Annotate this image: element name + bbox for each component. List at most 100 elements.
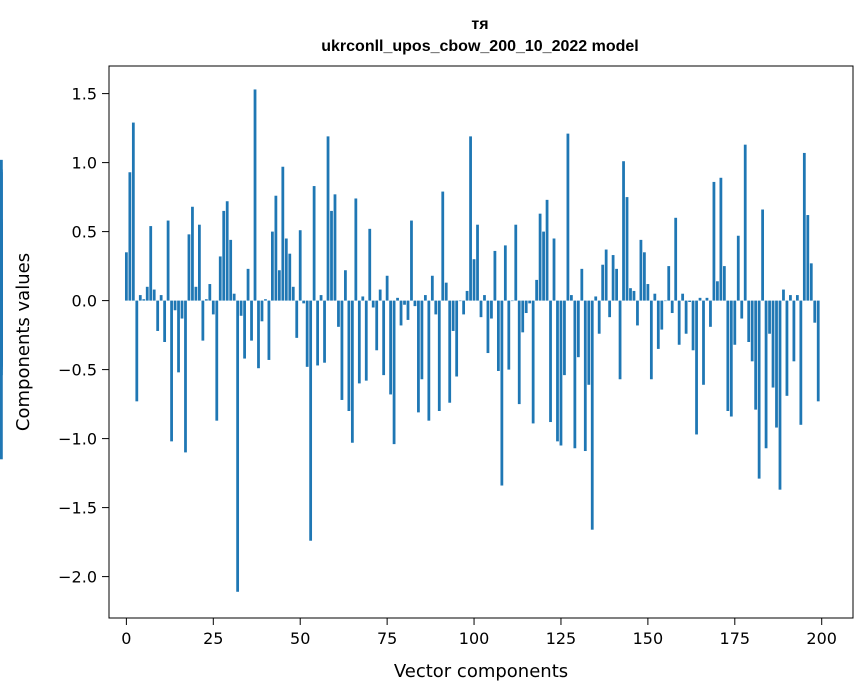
y-tick-label: 1.5 <box>72 85 97 104</box>
bar-101 <box>476 224 479 301</box>
bar-171 <box>719 177 723 301</box>
bar-33 <box>239 300 243 316</box>
bar-158 <box>674 217 678 301</box>
bar-125 <box>559 300 563 446</box>
bar-74 <box>382 300 386 376</box>
bar-49 <box>295 300 299 338</box>
bar-102 <box>479 300 483 318</box>
bar-129 <box>573 300 577 449</box>
bar-114 <box>521 300 525 333</box>
bar-36 <box>250 300 253 341</box>
bar-85 <box>420 300 424 380</box>
bar-47 <box>288 253 292 301</box>
bar-72 <box>375 300 379 351</box>
bar-81 <box>406 300 410 320</box>
bar-21 <box>198 224 201 301</box>
bar-80 <box>403 300 406 305</box>
bar-55 <box>316 300 319 366</box>
bar-5 <box>142 299 146 301</box>
bar-149 <box>643 252 646 301</box>
x-axis-ticks: 0 25 50 75 100 125 150 175 200 <box>121 618 837 648</box>
bar-95 <box>455 300 459 377</box>
bar-58 <box>326 136 330 301</box>
bar-23 <box>204 299 208 301</box>
bar-105 <box>490 300 493 319</box>
bar-141 <box>615 268 618 301</box>
y-axis-ticks: 1.5 1.0 0.5 0.0 −0.5 −1.0 −1.5 −2.0 <box>58 85 109 587</box>
x-tick-label: 150 <box>633 629 664 648</box>
bar-43 <box>274 195 278 301</box>
bar-61 <box>337 300 340 327</box>
bar-187 <box>775 300 778 428</box>
bar-194 <box>799 300 803 425</box>
bar-177 <box>740 300 744 319</box>
bar-11 <box>163 300 167 342</box>
bar-118 <box>535 279 539 301</box>
bar-9 <box>156 300 160 331</box>
bar-146 <box>632 290 636 301</box>
bar-17 <box>184 300 187 453</box>
bar-38 <box>257 300 260 369</box>
bar-132 <box>583 300 587 452</box>
bar-156 <box>667 266 671 301</box>
bar-123 <box>552 238 556 301</box>
bar-116 <box>528 300 532 304</box>
bar-29 <box>225 201 229 301</box>
bar-161 <box>684 300 688 334</box>
bar-96 <box>458 300 462 302</box>
bar-188 <box>778 300 782 490</box>
bar-48 <box>291 286 295 301</box>
bar-143 <box>622 161 625 301</box>
bar-62 <box>340 300 344 400</box>
bar-137 <box>601 264 605 301</box>
plot-frame <box>108 65 854 619</box>
bar-59 <box>330 210 333 301</box>
y-axis-label: Components values <box>13 253 34 431</box>
bar-191 <box>789 295 792 301</box>
bar-6 <box>145 286 149 301</box>
bar-7 <box>149 226 153 301</box>
bar-170 <box>716 281 719 301</box>
bar-26 <box>215 300 219 421</box>
bar-164 <box>695 300 698 435</box>
bar-90 <box>437 300 441 411</box>
bar-91 <box>441 191 445 301</box>
bar-73 <box>378 289 382 301</box>
bar-113 <box>517 300 521 405</box>
bar-68 <box>361 296 365 301</box>
bar-185 <box>768 300 771 334</box>
bar-144 <box>625 197 629 301</box>
x-tick-label: 0 <box>121 629 131 648</box>
bar-126 <box>563 300 566 376</box>
bar-183 <box>761 209 764 301</box>
y-tick-label: −1.0 <box>58 430 97 449</box>
bar-159 <box>677 300 681 345</box>
bar-54 <box>312 186 316 301</box>
bar-41 <box>267 300 271 360</box>
bar-77 <box>392 300 396 445</box>
bar-166 <box>702 300 705 385</box>
bar-1 <box>128 172 132 301</box>
bar-87 <box>427 300 431 421</box>
bar-52 <box>305 300 309 367</box>
bar-111 <box>510 300 514 302</box>
bar-24 <box>208 284 212 301</box>
bar-110 <box>507 300 511 370</box>
bar-14 <box>173 300 177 311</box>
bar-190 <box>785 300 789 396</box>
bar-117 <box>531 300 535 424</box>
bar-2 <box>131 122 135 301</box>
bar-120 <box>542 231 545 301</box>
bar-153 <box>656 300 660 349</box>
bar-20 <box>194 286 198 301</box>
bar-176 <box>736 235 740 301</box>
bar-165 <box>698 297 702 301</box>
bar-40 <box>264 299 267 301</box>
bar-131 <box>580 268 584 301</box>
bar-88 <box>430 275 434 301</box>
bar-82 <box>410 220 413 301</box>
bar-140 <box>611 255 615 301</box>
bar-65 <box>350 300 354 443</box>
bar-119 <box>538 213 542 301</box>
bar-44 <box>277 270 281 301</box>
